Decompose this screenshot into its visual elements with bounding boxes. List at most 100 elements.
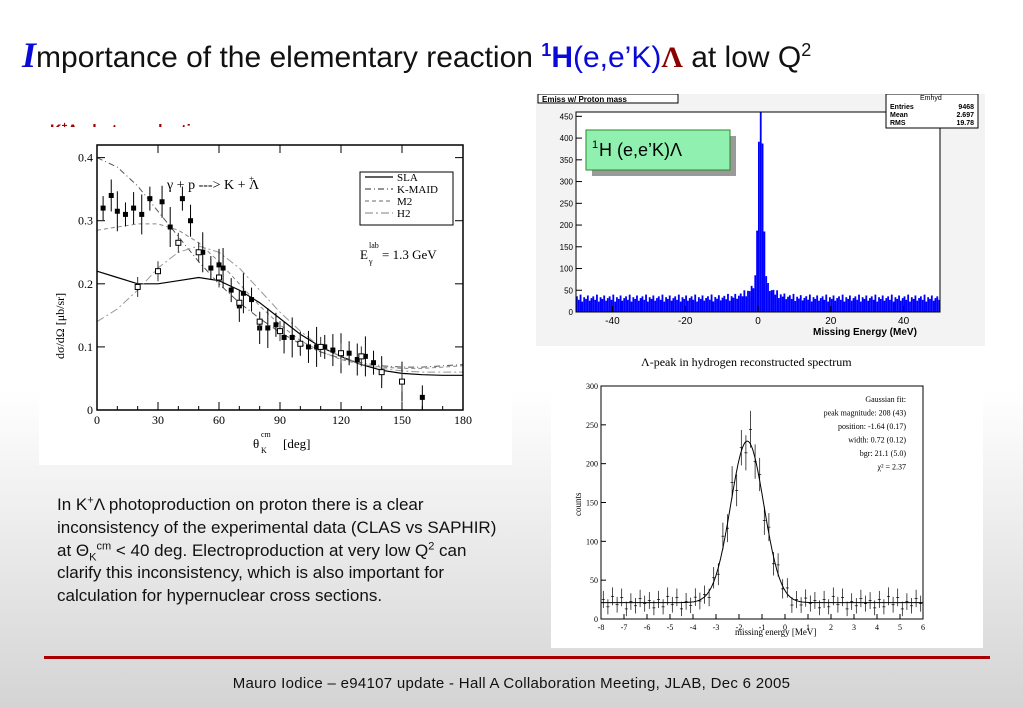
histogram-bar (770, 290, 773, 312)
histogram-bar (754, 275, 757, 312)
histogram-bar (794, 300, 797, 312)
x-tick-label: 180 (454, 413, 472, 427)
histogram-bar (930, 295, 933, 312)
histogram-bar (883, 300, 886, 312)
histogram-bar (887, 296, 890, 312)
histogram-bar (870, 296, 873, 312)
energy-label: E (360, 247, 368, 262)
histogram-bar (843, 301, 846, 312)
histogram-bar (818, 300, 820, 312)
histogram-bar (792, 293, 795, 312)
stats-key: Entries (890, 104, 914, 111)
fit-parameter-line: peak magnitude: 208 (43) (824, 409, 907, 418)
stats-key: Mean (890, 112, 908, 119)
histogram-bar (623, 298, 626, 312)
histogram-bar (901, 298, 904, 312)
title-q-power: 2 (801, 40, 812, 60)
histogram-bar (756, 230, 758, 312)
x-tick-label: 0 (94, 413, 100, 427)
histogram-bar (674, 296, 677, 312)
lambda-x-tick-label: 4 (875, 623, 879, 632)
data-point-filled (314, 344, 320, 350)
histogram-bar (714, 297, 717, 312)
histogram-bar (730, 296, 733, 312)
data-point-filled (346, 350, 352, 356)
body-text-plus: + (87, 494, 94, 507)
data-point-filled (159, 199, 165, 205)
lambda-peak-chart: Λ-peak in hydrogen reconstructed spectru… (573, 355, 925, 637)
histogram-bar (850, 300, 853, 312)
histogram-bar (632, 297, 635, 312)
lambda-x-tick-label: -2 (736, 623, 743, 632)
histogram-bar (807, 299, 809, 312)
histogram-bar (828, 297, 831, 312)
histogram-x-tick-label: 20 (825, 316, 837, 327)
legend-box (359, 171, 454, 226)
lambda-peak-frame (600, 385, 924, 620)
histogram-bar (712, 301, 715, 312)
histogram-bar (861, 297, 864, 312)
histogram-bar (648, 297, 651, 312)
histogram-y-tick-label: 400 (560, 134, 574, 143)
histogram-x-tick-label: -20 (678, 316, 693, 327)
histogram-bar (625, 296, 627, 312)
histogram-bar (907, 294, 910, 312)
lambda-x-tick-label: -5 (667, 623, 674, 632)
curve-k-maid (96, 157, 464, 368)
body-text-sup-cm: cm (96, 539, 112, 552)
data-point-filled (281, 334, 287, 340)
histogram-bar (646, 301, 649, 312)
histogram-bar (759, 112, 762, 312)
histogram-x-tick-label: -40 (605, 316, 620, 327)
data-point-filled (305, 344, 311, 350)
histogram-bar (581, 301, 584, 312)
histogram-bar (626, 299, 629, 312)
histogram-bar (841, 294, 844, 312)
histogram-bar (812, 297, 815, 312)
histogram-bar (892, 301, 895, 312)
histogram-bar (719, 300, 722, 312)
histogram-bar (636, 295, 638, 312)
histogram-bar (614, 301, 617, 312)
histogram-bar (796, 296, 799, 312)
missing-energy-histogram: Emiss w/ Proton mass -40 -20 0 20 4005010015… (536, 93, 985, 346)
data-point-open (216, 274, 222, 281)
histogram-bar (739, 293, 742, 312)
data-point-filled (131, 205, 137, 211)
histogram-bar (858, 294, 860, 312)
histogram-bar (914, 295, 917, 312)
histogram-bar (577, 299, 580, 312)
histogram-bar (881, 295, 884, 312)
inset-label: H (e,e’K)Λ (599, 140, 682, 160)
data-point-filled (362, 353, 368, 359)
histogram-title-box (537, 93, 679, 104)
histogram-bar (637, 300, 640, 312)
footer-rule (44, 656, 990, 659)
histogram-bar (879, 298, 882, 312)
histogram-bar (654, 300, 657, 312)
data-point-filled (371, 360, 377, 366)
histogram-bar (810, 301, 813, 312)
histogram-x-label: Missing Energy (MeV) (813, 327, 917, 338)
histogram-bar (628, 294, 631, 312)
lambda-y-tick-label: 0 (594, 615, 598, 624)
lambda-y-tick-label: 100 (586, 537, 598, 546)
histogram-bar (685, 295, 688, 312)
body-text: In K+Λ photoproduction on proton there i… (57, 494, 512, 608)
data-point-filled (108, 192, 114, 198)
histogram-bar (594, 299, 597, 312)
photoproduction-chart: 0 30 60 90 120 150 180 0 0.1 0.2 0.3 0.4 γ + p --->… (53, 144, 472, 455)
histogram-bar (925, 301, 928, 312)
histogram-bar (923, 294, 926, 312)
histogram-bar (610, 299, 613, 312)
histogram-bar (847, 298, 849, 312)
histogram-bar (790, 298, 793, 312)
histogram-bar (672, 298, 675, 312)
title-initial: I (22, 35, 37, 75)
photoproduction-chart-panel: 0 30 60 90 120 150 180 0 0.1 0.2 0.3 0.4 γ + p --->… (39, 127, 512, 465)
histogram-bar (856, 299, 859, 312)
histogram-bar (903, 296, 906, 312)
data-point-open (297, 340, 304, 347)
lambda-peak-y-label: counts (573, 492, 583, 516)
histogram-bar (737, 295, 740, 312)
